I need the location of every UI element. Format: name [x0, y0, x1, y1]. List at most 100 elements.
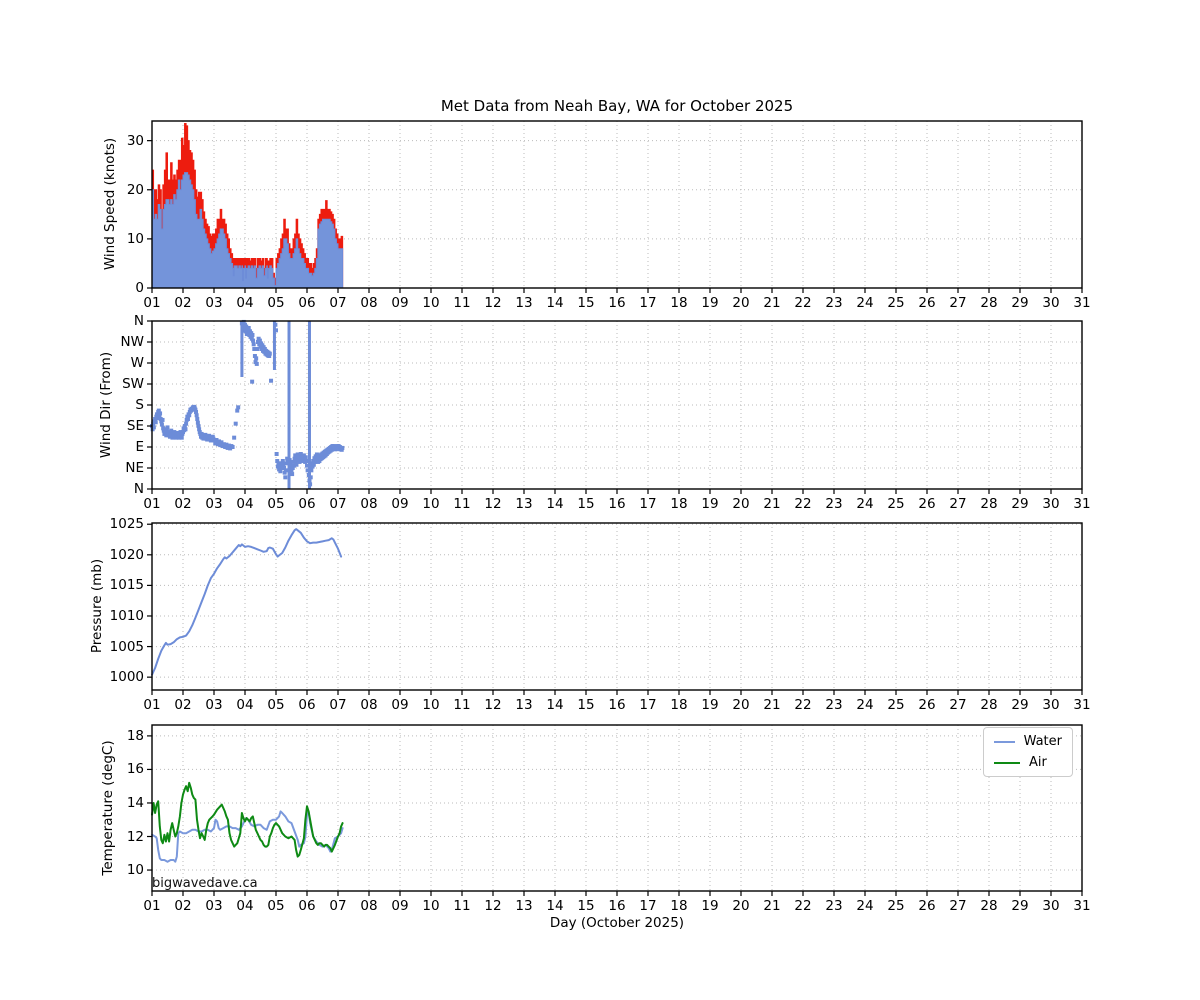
x-tick-label: 21: [763, 496, 781, 512]
x-tick-label: 10: [422, 295, 440, 311]
x-tick-label: 06: [298, 496, 316, 512]
x-tick-label: 21: [763, 295, 781, 311]
wind-dir-point: [195, 420, 200, 425]
wind-dir-point: [309, 468, 314, 473]
x-tick-label: 28: [980, 496, 998, 512]
wind-dir-point: [159, 422, 164, 427]
x-tick-label: 30: [1042, 898, 1060, 914]
wind-dir-point: [169, 428, 174, 433]
wind-dir-point: [179, 435, 184, 440]
wind-dir-point: [214, 438, 219, 442]
x-tick-label: 23: [825, 898, 843, 914]
wind-dir-point: [254, 356, 259, 361]
y-tick-label: 10: [126, 862, 144, 879]
wind-dir-point: [219, 440, 224, 445]
wind-dir-point: [244, 324, 249, 329]
wind-dir-point: [164, 433, 169, 438]
y-tick-label: 16: [126, 761, 144, 778]
x-tick-label: 14: [546, 295, 564, 311]
x-tick-label: 15: [577, 697, 595, 713]
x-tick-label: 29: [1011, 295, 1029, 311]
wind-dir-point: [314, 452, 319, 457]
wind-dir-point: [160, 417, 165, 422]
x-tick-label: 27: [949, 697, 967, 713]
wind-dir-point: [305, 463, 309, 468]
x-tick-label: 31: [1073, 295, 1091, 311]
x-tick-label: 05: [267, 295, 285, 311]
wind-dir-point: [303, 455, 308, 460]
y-tick-label: 14: [126, 794, 144, 811]
wind-dir-point: [252, 347, 257, 351]
wind-dir-point: [196, 424, 201, 428]
y-tick-label: 18: [126, 727, 144, 744]
x-tick-label: 26: [918, 295, 936, 311]
wind-dir-point: [257, 338, 262, 343]
x-tick-label: 30: [1042, 697, 1060, 713]
wind-dir-point: [250, 333, 255, 337]
wind-dir-vertical-span: [287, 321, 291, 489]
x-tick-label: 04: [236, 697, 254, 713]
x-tick-label: 13: [515, 898, 533, 914]
y-tick-label: SE: [126, 418, 144, 434]
x-tick-label: 24: [856, 898, 874, 914]
wind-dir-point: [251, 338, 256, 343]
wind-dir-point: [225, 445, 230, 450]
wind-dir-point: [212, 438, 216, 443]
wind-dir-point: [153, 420, 158, 425]
legend-label-air: Air: [1029, 755, 1047, 770]
wind-dir-point: [283, 475, 288, 480]
wind-dir-point: [298, 452, 303, 456]
y-tick-label: 12: [126, 828, 144, 845]
wind-dir-point: [182, 424, 187, 428]
y-tick-label: SW: [122, 376, 144, 392]
wind-dir-point: [151, 421, 156, 426]
x-tick-label: 09: [391, 697, 409, 713]
x-tick-label: 17: [639, 697, 657, 713]
x-tick-label: 29: [1011, 898, 1029, 914]
y-tick-label: NW: [120, 334, 144, 350]
x-tick-label: 25: [887, 295, 905, 311]
x-tick-label: 22: [794, 295, 812, 311]
y-tick-label: 0: [135, 280, 144, 296]
x-tick-label: 07: [329, 697, 347, 713]
x-tick-label: 19: [701, 496, 719, 512]
x-tick-label: 13: [515, 697, 533, 713]
y-tick-label: 1015: [109, 577, 144, 594]
wind-dir-point: [224, 442, 229, 447]
wind-dir-point: [250, 379, 255, 384]
legend: Water Air: [983, 727, 1073, 777]
wind-dir-point: [269, 378, 274, 383]
x-tick-label: 02: [174, 898, 192, 914]
wind-dir-point: [185, 417, 190, 421]
x-tick-label: 11: [453, 697, 471, 713]
x-tick-label: 12: [484, 898, 502, 914]
wind-dir-point: [183, 427, 188, 432]
wind-dir-point: [230, 445, 235, 449]
y-tick-label: 20: [126, 181, 144, 198]
x-tick-label: 22: [794, 697, 812, 713]
wind-dir-point: [233, 421, 238, 426]
legend-label-water: Water: [1023, 734, 1062, 749]
wind-dir-point: [280, 459, 285, 463]
wind-dir-point: [221, 442, 226, 447]
wind-dir-point: [228, 446, 233, 451]
x-tick-label: 19: [701, 898, 719, 914]
x-tick-label: 08: [360, 496, 378, 512]
y-tick-label: 10: [126, 230, 144, 247]
y-tick-label: 1010: [109, 607, 144, 624]
wind-dir-point: [291, 463, 296, 468]
wind-dir-point: [285, 456, 290, 461]
x-tick-label: 21: [763, 898, 781, 914]
x-tick-label: 26: [918, 898, 936, 914]
x-tick-label: 23: [825, 295, 843, 311]
y-tick-label: E: [135, 439, 144, 455]
wind-dir-point: [236, 405, 241, 410]
wind-dir-point: [187, 413, 192, 418]
x-tick-label: 19: [701, 295, 719, 311]
x-tick-label: 20: [732, 898, 750, 914]
x-tick-label: 24: [856, 697, 874, 713]
y-tick-label: N: [133, 313, 144, 329]
x-tick-label: 30: [1042, 295, 1060, 311]
wind-dir-point: [232, 435, 237, 440]
